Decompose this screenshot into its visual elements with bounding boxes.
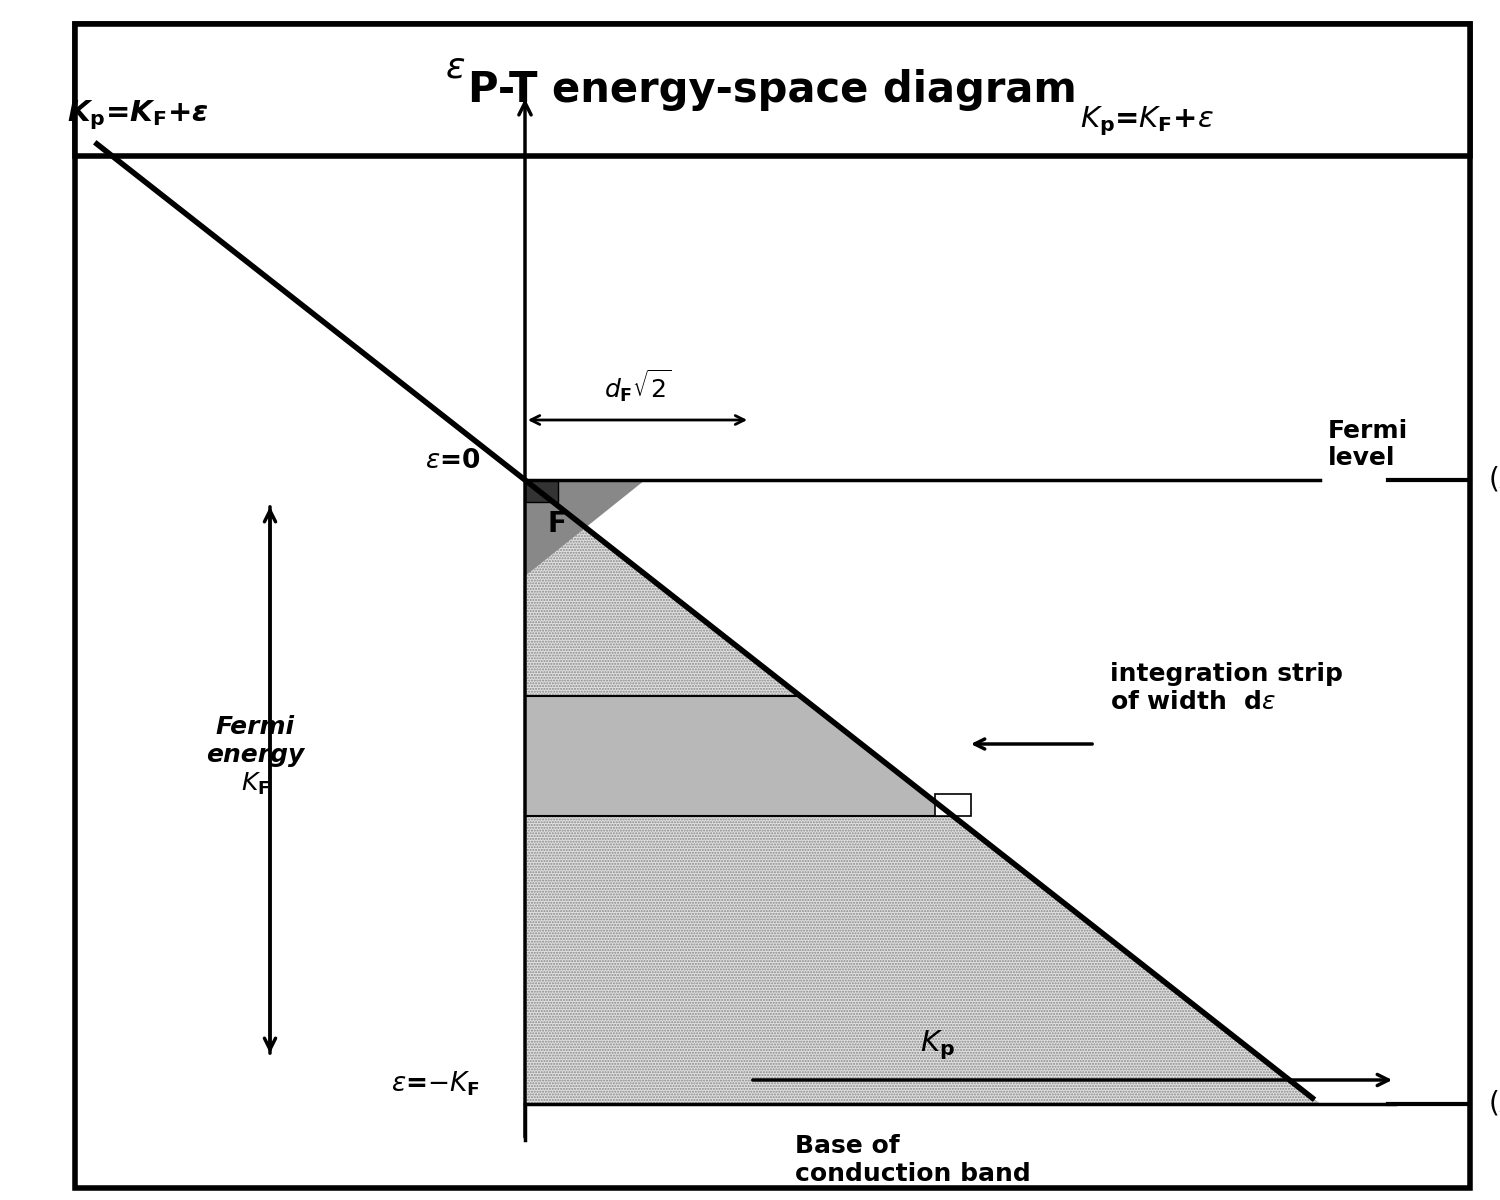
Text: $\varepsilon$=0: $\varepsilon$=0 [424,448,480,474]
Text: $(E_\mathbf{F})$: $(E_\mathbf{F})$ [1488,464,1500,496]
Text: $K_\mathbf{p}$: $K_\mathbf{p}$ [920,1028,956,1062]
Text: Fermi
energy
$K_\mathbf{F}$: Fermi energy $K_\mathbf{F}$ [206,715,304,797]
Text: $d_\mathbf{F}\sqrt{2}$: $d_\mathbf{F}\sqrt{2}$ [604,367,670,404]
Text: $\varepsilon$: $\varepsilon$ [444,50,465,84]
Text: F: F [548,510,567,538]
Text: $K_\mathbf{p}$=$K_\mathbf{F}$+$\varepsilon$: $K_\mathbf{p}$=$K_\mathbf{F}$+$\varepsil… [1080,104,1214,138]
Text: $(E_\mathbf{c})$: $(E_\mathbf{c})$ [1488,1088,1500,1120]
Text: $\varepsilon$=$-K_\mathbf{F}$: $\varepsilon$=$-K_\mathbf{F}$ [392,1069,480,1098]
Text: integration strip
of width  d$\varepsilon$: integration strip of width d$\varepsilon… [1110,662,1342,714]
Polygon shape [525,480,1320,1104]
Text: $\bfit{K}_\mathbf{p}$=$\bfit{K}_\mathbf{F}$+$\bfit{\varepsilon}$: $\bfit{K}_\mathbf{p}$=$\bfit{K}_\mathbf{… [68,98,209,132]
Polygon shape [525,480,645,576]
Bar [75,24,1470,156]
Text: Fermi
level: Fermi level [1328,419,1407,470]
Bar [934,794,970,816]
Text: P-T energy-space diagram: P-T energy-space diagram [468,68,1077,110]
Bar [525,480,558,502]
Text: Base of
conduction band: Base of conduction band [795,1134,1030,1186]
Polygon shape [525,696,952,816]
